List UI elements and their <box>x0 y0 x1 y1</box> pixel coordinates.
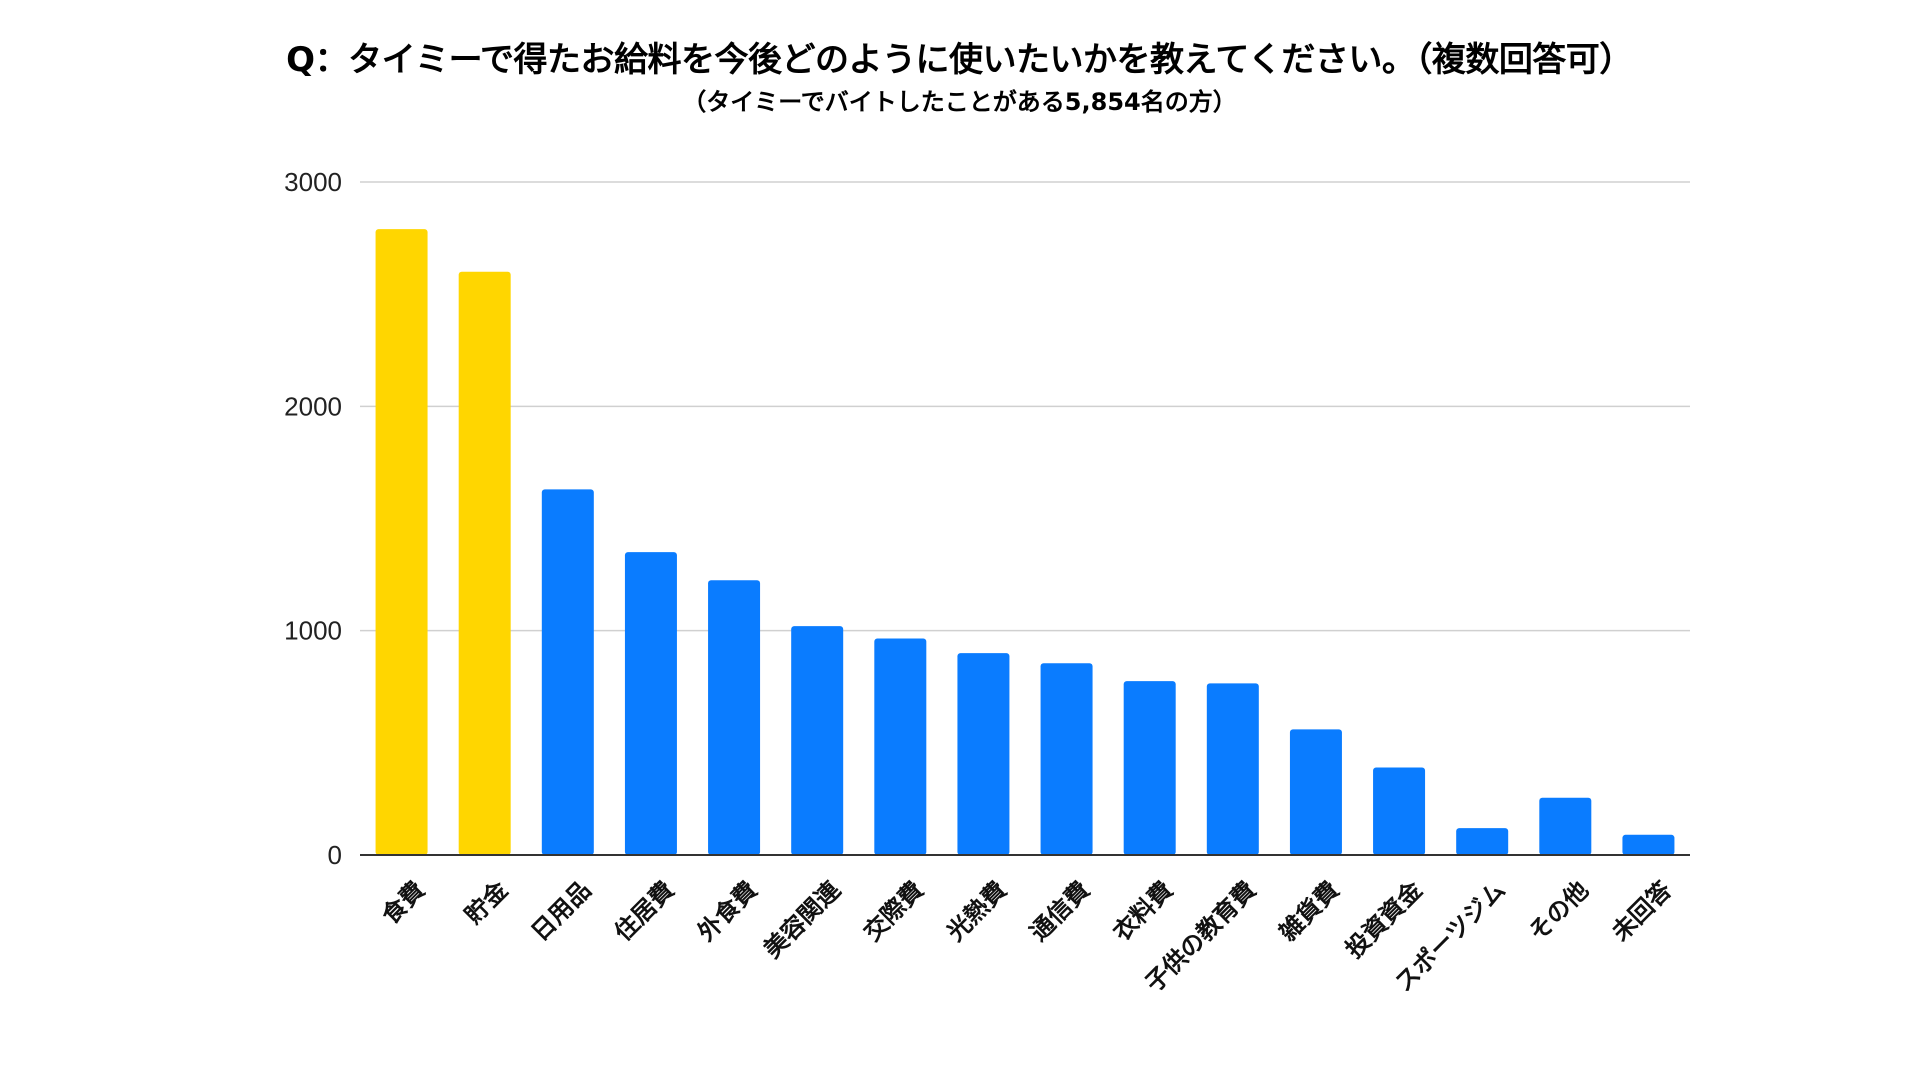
x-tick-label: 雑貨費 <box>1273 876 1344 947</box>
y-tick-label: 3000 <box>284 167 342 197</box>
x-tick-label: 食費 <box>377 876 431 930</box>
x-tick-label: 光熱費 <box>941 876 1012 947</box>
bar <box>1456 828 1509 855</box>
chart-subtitle: （タイミーでバイトしたことがある5,854名の方） <box>682 88 1237 116</box>
x-tick-label: 交際費 <box>858 876 929 947</box>
x-tick-label: 通信費 <box>1025 876 1096 947</box>
y-axis-ticks: 0 1000 2000 3000 <box>284 167 342 870</box>
bar <box>1206 683 1259 855</box>
y-tick-label: 0 <box>328 840 342 870</box>
y-tick-label: 2000 <box>284 391 342 421</box>
x-tick-label: 投資資金 <box>1340 875 1428 963</box>
x-tick-label: 住居費 <box>609 876 680 947</box>
bar <box>957 653 1010 855</box>
bar <box>375 229 428 856</box>
x-tick-label: 未回答 <box>1606 875 1677 946</box>
x-tick-label: 外食費 <box>692 876 763 947</box>
bar <box>874 638 927 855</box>
x-tick-label: 衣料費 <box>1108 876 1179 947</box>
bar <box>791 626 844 855</box>
bar <box>1289 729 1342 855</box>
x-tick-label: 日用品 <box>526 876 597 947</box>
bar <box>1373 767 1426 855</box>
bar <box>708 580 761 855</box>
bar <box>541 489 594 855</box>
bar <box>1040 663 1093 855</box>
x-tick-label: 美容関連 <box>758 875 846 963</box>
bars <box>375 229 1675 856</box>
bar <box>1539 797 1592 855</box>
bar <box>1123 681 1176 855</box>
x-tick-label: 貯金 <box>460 875 514 929</box>
bar <box>624 552 677 855</box>
chart-title: Q：タイミーで得たお給料を今後どのように使いたいかを教えてください。（複数回答可… <box>286 40 1633 80</box>
y-tick-label: 1000 <box>284 616 342 646</box>
bar <box>1622 834 1675 855</box>
x-tick-label: その他 <box>1523 876 1594 947</box>
bar <box>458 271 511 855</box>
